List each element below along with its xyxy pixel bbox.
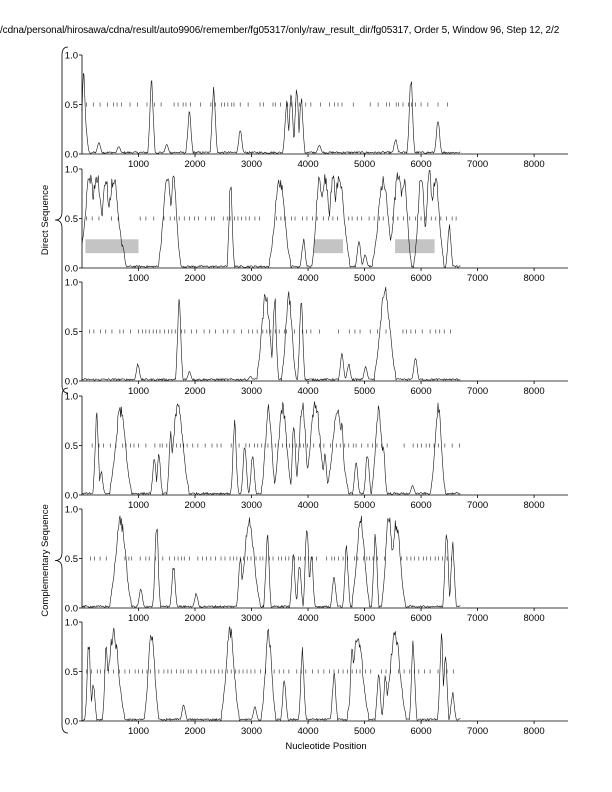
probability-curve: [81, 515, 461, 609]
x-tick-label: 6000: [410, 613, 431, 624]
y-tick-label: 1.0: [65, 505, 78, 516]
x-tick-label: 1000: [128, 159, 149, 170]
x-tick-label: 7000: [467, 159, 488, 170]
stop-codon-markers: [90, 556, 452, 561]
y-tick-label: 1.0: [65, 278, 78, 289]
x-tick-label: 4000: [297, 386, 318, 397]
stop-codon-markers: [91, 443, 460, 448]
x-tick-label: 6000: [410, 726, 431, 737]
probability-curve: [81, 401, 461, 496]
x-tick-label: 8000: [524, 159, 545, 170]
x-tick-label: 7000: [467, 613, 488, 624]
y-tick-label: 0.5: [65, 441, 78, 452]
x-tick-label: 1000: [128, 386, 149, 397]
x-tick-label: 8000: [524, 386, 545, 397]
x-tick-label: 1000: [128, 500, 149, 511]
x-tick-label: 8000: [524, 273, 545, 284]
y-tick-label: 0.0: [65, 264, 78, 275]
x-tick-label: 3000: [241, 500, 262, 511]
orf-band: [313, 239, 344, 254]
stop-codon-markers: [86, 669, 454, 674]
x-tick-label: 2000: [184, 726, 205, 737]
x-tick-label: 5000: [354, 500, 375, 511]
stop-codon-markers: [86, 216, 457, 221]
panel-complementary-frame-3: 0.0 0.5 1.0 1000 2000 3000 4000 5000 6000 7000 800…: [65, 618, 568, 737]
probability-curve: [81, 170, 461, 269]
group-0: Direct Sequence: [40, 46, 69, 394]
x-tick-label: 7000: [467, 273, 488, 284]
y-tick-label: 0.0: [65, 150, 78, 161]
group-label: Complementary Sequence: [40, 504, 51, 616]
y-tick-label: 1.0: [65, 618, 78, 629]
x-tick-label: 2000: [184, 613, 205, 624]
x-tick-label: 2000: [184, 159, 205, 170]
x-tick-label: 6000: [410, 500, 431, 511]
y-tick-label: 1.0: [65, 392, 78, 403]
y-tick-label: 0.0: [65, 491, 78, 502]
probability-curve: [81, 73, 461, 155]
x-tick-label: 5000: [354, 273, 375, 284]
x-tick-label: 3000: [241, 726, 262, 737]
panel-direct-frame-3: 0.0 0.5 1.0 1000 2000 3000 4000 5000 6000 7000 800…: [65, 278, 568, 397]
y-tick-label: 0.5: [65, 214, 78, 225]
stop-codon-markers: [86, 102, 448, 107]
orf-band: [395, 239, 435, 254]
x-tick-label: 3000: [241, 386, 262, 397]
y-tick-label: 0.0: [65, 604, 78, 615]
x-axis-label: Nucleotide Position: [285, 741, 366, 752]
page-title: /cdna/personal/hirosawa/cdna/result/auto…: [0, 25, 560, 36]
y-tick-label: 1.0: [65, 165, 78, 176]
x-tick-label: 2000: [184, 386, 205, 397]
x-tick-label: 5000: [354, 726, 375, 737]
x-tick-label: 1000: [128, 726, 149, 737]
x-tick-label: 4000: [297, 726, 318, 737]
group-brace: [54, 387, 69, 734]
x-tick-label: 4000: [297, 273, 318, 284]
x-tick-label: 5000: [354, 613, 375, 624]
group-1: Complementary Sequence: [40, 387, 69, 734]
x-tick-label: 8000: [524, 726, 545, 737]
x-tick-label: 3000: [241, 613, 262, 624]
y-tick-label: 0.5: [65, 667, 78, 678]
x-tick-label: 7000: [467, 726, 488, 737]
y-tick-label: 0.0: [65, 377, 78, 388]
panel-complementary-frame-1: 0.0 0.5 1.0 1000 2000 3000 4000 5000 6000 7000 800…: [65, 392, 568, 511]
x-tick-label: 4000: [297, 159, 318, 170]
group-label: Direct Sequence: [40, 185, 51, 255]
x-tick-label: 4000: [297, 613, 318, 624]
x-tick-label: 5000: [354, 159, 375, 170]
x-tick-label: 2000: [184, 273, 205, 284]
panels-layer: 0.0 0.5 1.0 1000 2000 3000 4000 5000 6000 7000 800…: [65, 51, 568, 737]
panel-direct-frame-1: 0.0 0.5 1.0 1000 2000 3000 4000 5000 6000 7000 800…: [65, 51, 568, 170]
x-tick-label: 3000: [241, 273, 262, 284]
y-tick-label: 0.0: [65, 717, 78, 728]
x-tick-label: 8000: [524, 613, 545, 624]
x-tick-label: 6000: [410, 386, 431, 397]
y-tick-label: 0.5: [65, 327, 78, 338]
probability-curve: [81, 286, 461, 382]
y-tick-label: 1.0: [65, 51, 78, 62]
x-tick-label: 5000: [354, 386, 375, 397]
x-tick-label: 2000: [184, 500, 205, 511]
x-tick-label: 7000: [467, 500, 488, 511]
x-tick-label: 4000: [297, 500, 318, 511]
x-tick-label: 8000: [524, 500, 545, 511]
x-tick-label: 6000: [410, 273, 431, 284]
orf-band: [85, 239, 139, 254]
x-tick-label: 3000: [241, 159, 262, 170]
y-tick-label: 0.5: [65, 554, 78, 565]
panel-direct-frame-2: 0.0 0.5 1.0 1000 2000 3000 4000 5000 6000 7000 800…: [65, 165, 568, 284]
x-tick-label: 1000: [128, 273, 149, 284]
panel-complementary-frame-2: 0.0 0.5 1.0 1000 2000 3000 4000 5000 6000 7000 800…: [65, 505, 568, 624]
x-tick-label: 1000: [128, 613, 149, 624]
stop-codon-markers: [88, 329, 451, 334]
group-brace: [54, 46, 69, 394]
x-tick-label: 7000: [467, 386, 488, 397]
x-tick-label: 6000: [410, 159, 431, 170]
probability-curve: [81, 626, 461, 722]
y-tick-label: 0.5: [65, 100, 78, 111]
groups-layer: Direct Sequence Complementary Sequence: [40, 46, 69, 734]
